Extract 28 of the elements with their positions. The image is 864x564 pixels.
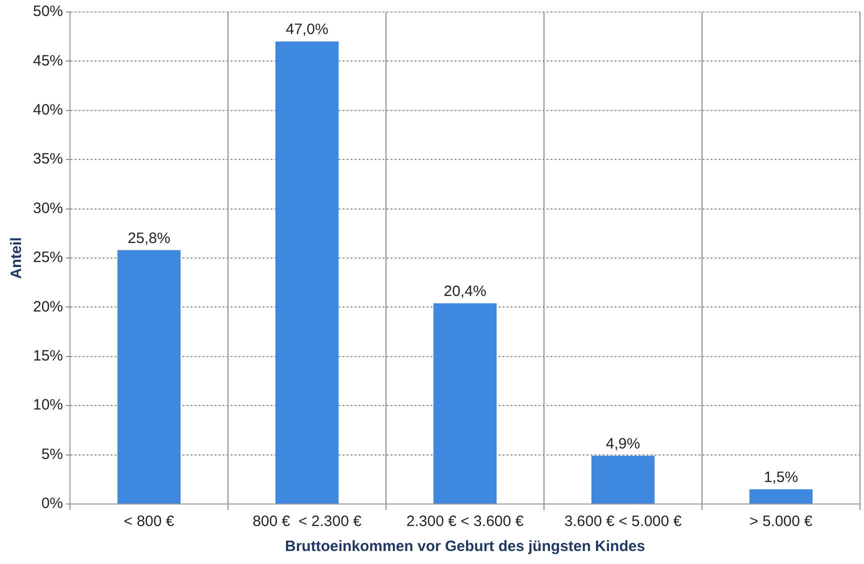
x-tick-label: < 800 € (124, 513, 175, 530)
x-tick-label: 2.300 € < 3.600 € (406, 513, 524, 530)
y-tick-label: 30% (32, 200, 64, 217)
x-tick-label: > 5.000 € (750, 513, 814, 530)
y-tick-label: 35% (32, 150, 64, 168)
data-label: 20,4% (444, 282, 486, 300)
data-label: 25,8% (128, 230, 170, 247)
x-tick-label: 800 € < 2.300 € (252, 513, 362, 530)
y-tick-label: 45% (32, 52, 64, 70)
bar (275, 42, 339, 504)
data-label: 4,9% (606, 435, 640, 452)
bar (117, 250, 181, 504)
y-tick-label: 10% (32, 396, 64, 414)
y-tick-label: 15% (32, 348, 64, 365)
y-axis-title: Anteil (8, 237, 26, 279)
bar (433, 303, 497, 504)
y-tick-label: 0% (41, 495, 64, 512)
x-axis-title: Bruttoeinkommen vor Geburt des jüngsten Kindes (284, 538, 646, 556)
y-tick-label: 40% (32, 102, 64, 119)
y-tick-label: 50% (32, 3, 64, 20)
x-tick-label: 3.600 € < 5.000 € (564, 513, 682, 530)
data-label: 47,0% (286, 21, 328, 38)
bar (749, 489, 813, 504)
data-label: 1,5% (764, 468, 798, 486)
y-tick-label: 25% (32, 249, 64, 266)
bar (591, 456, 655, 504)
y-tick-label: 20% (32, 298, 64, 316)
y-tick-label: 5% (41, 446, 64, 463)
